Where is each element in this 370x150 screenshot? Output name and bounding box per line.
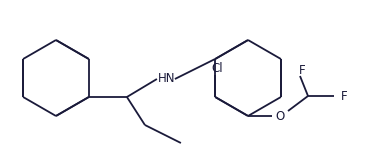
Text: F: F <box>299 63 305 76</box>
Text: F: F <box>341 90 347 102</box>
Text: O: O <box>275 110 285 123</box>
Text: Cl: Cl <box>211 63 223 75</box>
Text: HN: HN <box>158 72 175 86</box>
